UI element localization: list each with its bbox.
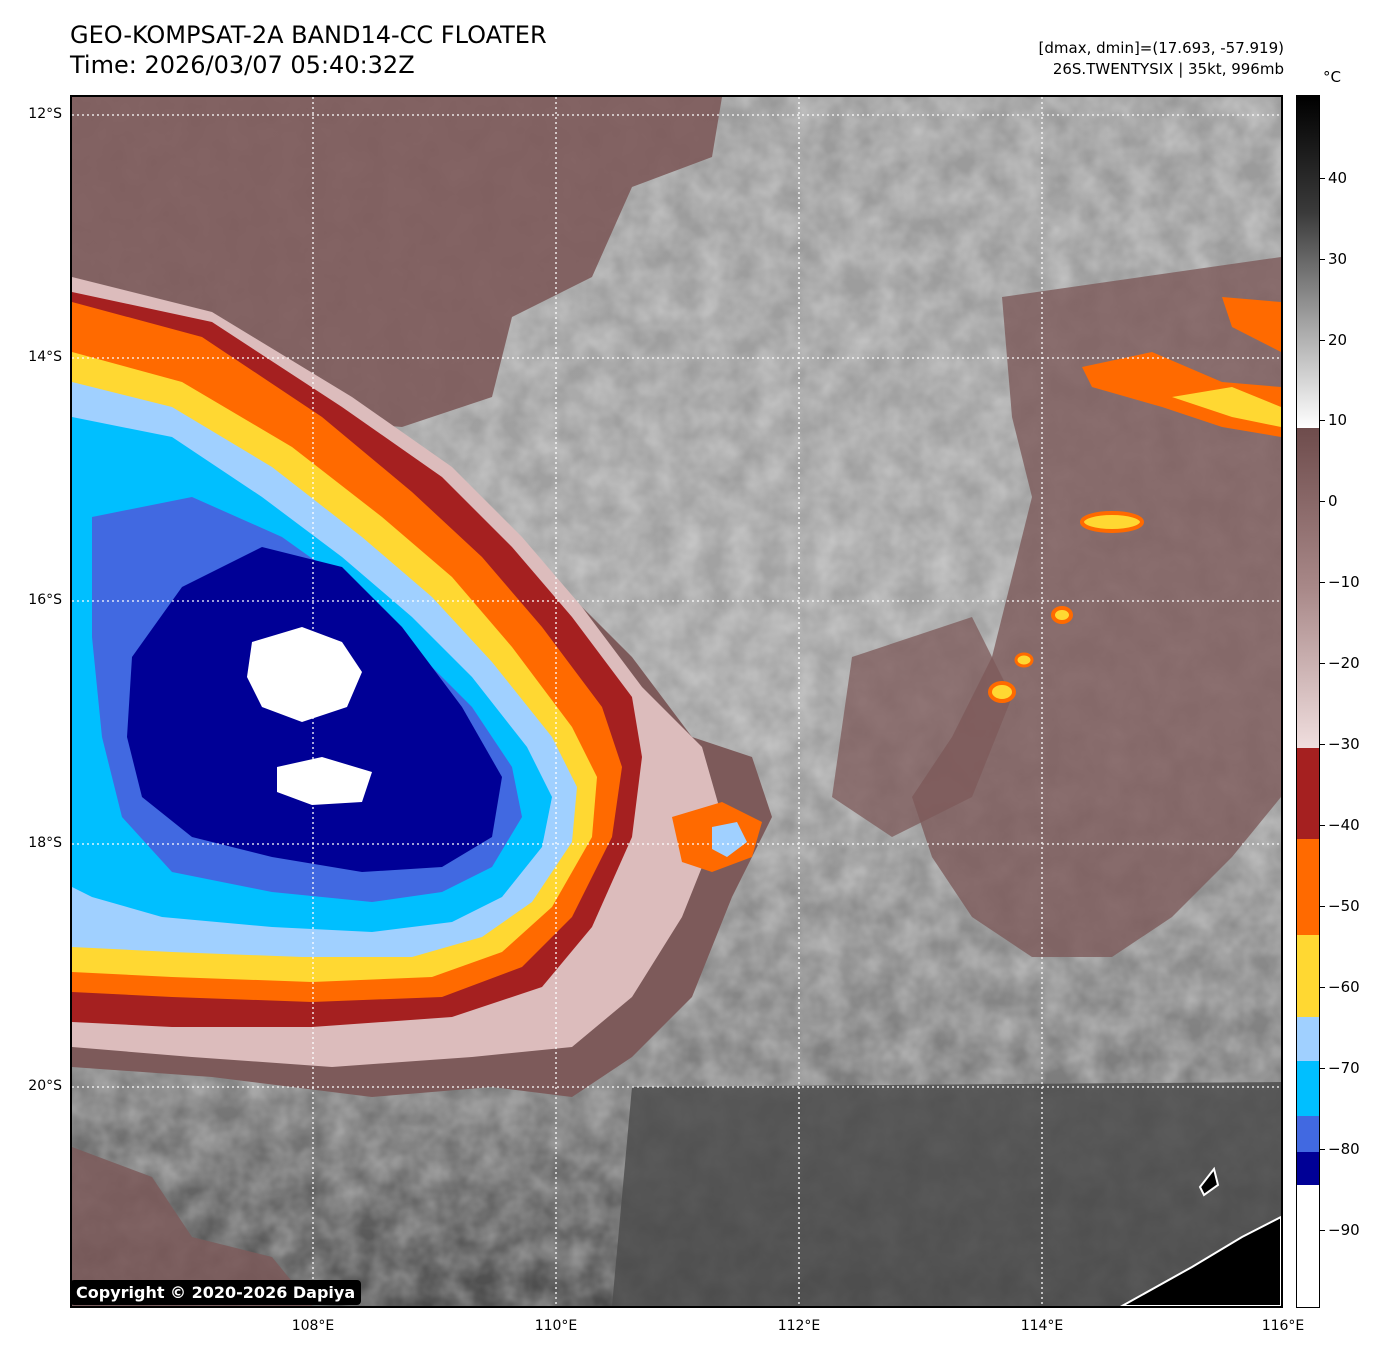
satellite-imagery [72, 97, 1281, 1306]
lat-label-16s: 16°S [28, 592, 62, 608]
colorbar-tick-minus-30: −30 [1328, 735, 1360, 753]
colorbar-tick-20: 20 [1328, 331, 1348, 349]
colorbar-tick-minus-80: −80 [1328, 1140, 1360, 1158]
lon-label-112e: 112°E [777, 1318, 821, 1334]
colorbar-tick-10: 10 [1328, 411, 1348, 429]
chart-title: GEO-KOMPSAT-2A BAND14-CC FLOATER Time: 2… [70, 20, 547, 80]
chart-subtitle: [dmax, dmin]=(17.693, -57.919) 26S.TWENT… [1039, 38, 1284, 80]
lat-label-12s: 12°S [28, 106, 62, 122]
colorbar-unit: °C [1323, 68, 1341, 86]
storm-info-text: 26S.TWENTYSIX | 35kt, 996mb [1052, 60, 1284, 78]
title-line-2: Time: 2026/03/07 05:40:32Z [70, 51, 415, 79]
colorbar-tick-minus-90: −90 [1328, 1221, 1360, 1239]
satellite-map[interactable] [70, 95, 1283, 1308]
lat-label-14s: 14°S [28, 349, 62, 365]
colorbar-tick-minus-10: −10 [1328, 573, 1360, 591]
colorbar-tick-minus-20: −20 [1328, 654, 1360, 672]
colorbar-tick-0: 0 [1328, 492, 1338, 510]
lon-label-110e: 110°E [534, 1318, 578, 1334]
lon-label-116e: 116°E [1261, 1318, 1305, 1334]
colorbar-tick-minus-70: −70 [1328, 1059, 1360, 1077]
lon-label-114e: 114°E [1020, 1318, 1064, 1334]
colorbar-tick-minus-60: −60 [1328, 978, 1360, 996]
copyright-badge: Copyright © 2020-2026 Dapiya [70, 1280, 362, 1305]
colorbar [1296, 95, 1320, 1308]
dmax-dmin-text: [dmax, dmin]=(17.693, -57.919) [1038, 39, 1284, 57]
title-line-1: GEO-KOMPSAT-2A BAND14-CC FLOATER [70, 21, 547, 49]
colorbar-tick-40: 40 [1328, 169, 1348, 187]
colorbar-tick-minus-50: −50 [1328, 897, 1360, 915]
colorbar-tick-30: 30 [1328, 250, 1348, 268]
colorbar-scale [1297, 96, 1319, 1307]
lat-label-18s: 18°S [28, 835, 62, 851]
lat-label-20s: 20°S [28, 1078, 62, 1094]
lon-label-108e: 108°E [291, 1318, 335, 1334]
colorbar-tick-minus-40: −40 [1328, 816, 1360, 834]
